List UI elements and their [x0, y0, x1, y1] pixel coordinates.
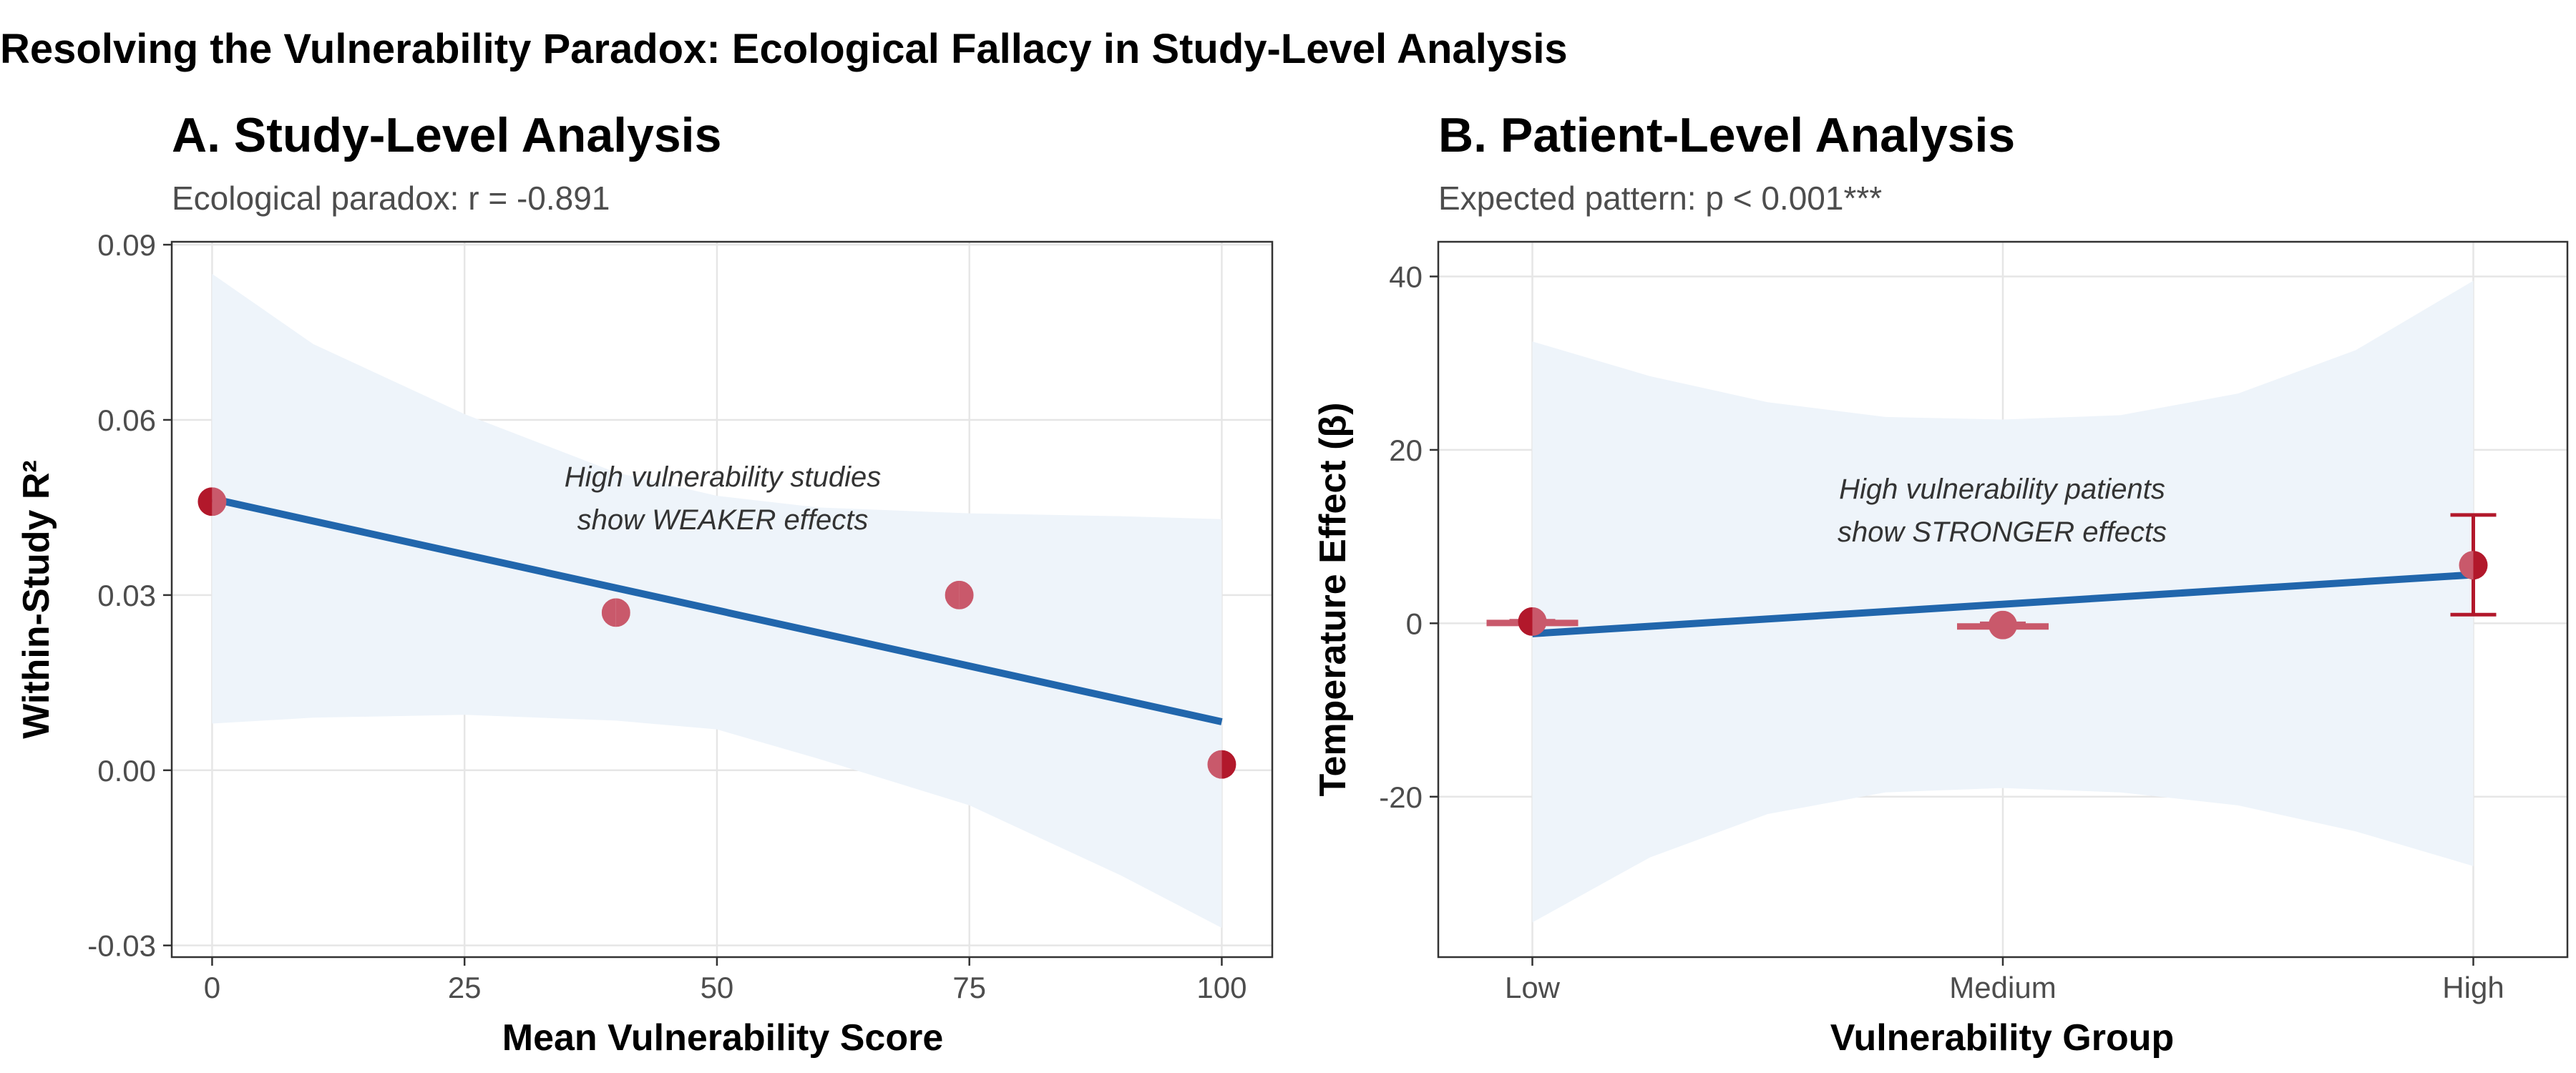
panel-a: A. Study-Level Analysis Ecological parad…: [16, 108, 1274, 1059]
panel-b-subtitle: Expected pattern: p < 0.001***: [1438, 180, 1882, 217]
panel-b: B. Patient-Level Analysis Expected patte…: [1312, 108, 2569, 1059]
x-tick-label: 100: [1196, 971, 1246, 1004]
panel-b-annotation-line-2: show STRONGER effects: [1838, 516, 2167, 548]
panel-a-title: A. Study-Level Analysis: [172, 108, 721, 162]
data-point: [601, 598, 630, 627]
panel-a-confidence-band: [212, 273, 1222, 929]
panel-b-annotation-line-1: High vulnerability patients: [1839, 474, 2165, 505]
panel-a-y-axis-label: Within-Study R²: [16, 460, 57, 738]
data-point: [197, 487, 227, 516]
panel-a-points: [197, 487, 1236, 779]
panel-b-ticks: Low Medium High -20 0 20 40: [1379, 260, 2504, 1004]
panel-a-trend-line: [211, 495, 1223, 725]
panel-a-x-axis-label: Mean Vulnerability Score: [502, 1017, 943, 1059]
x-tick-label: 50: [701, 971, 734, 1004]
y-tick-label: 0: [1406, 607, 1423, 640]
panel-b-x-axis-label: Vulnerability Group: [1830, 1017, 2175, 1059]
panel-b-points: [1486, 513, 2497, 640]
y-tick-label: 0.00: [97, 754, 156, 788]
y-tick-label: -0.03: [87, 929, 156, 963]
data-point: [1518, 607, 1547, 636]
panel-a-plot-frame: [170, 240, 1274, 959]
y-tick-label: 0.09: [97, 228, 156, 262]
data-point: [1207, 750, 1236, 779]
x-tick-label: Medium: [1949, 971, 2056, 1004]
x-tick-label: 0: [204, 971, 220, 1004]
data-point: [1989, 610, 2017, 640]
panel-b-y-axis-label: Temperature Effect (β): [1312, 403, 1354, 797]
panel-a-subtitle: Ecological paradox: r = -0.891: [172, 180, 610, 217]
panel-b-title: B. Patient-Level Analysis: [1438, 108, 2015, 162]
x-tick-label: 25: [448, 971, 482, 1004]
y-tick-label: 20: [1389, 433, 1423, 467]
y-tick-label: -20: [1379, 780, 1423, 814]
figure-title: Resolving the Vulnerability Paradox: Eco…: [0, 26, 1568, 72]
x-tick-label: 75: [952, 971, 986, 1004]
y-tick-label: 40: [1389, 260, 1423, 293]
panel-a-ticks: 0 25 50 75 100 -0.03 0.00 0.03 0.06 0.09: [87, 228, 1246, 1004]
x-tick-label: Low: [1505, 971, 1561, 1004]
y-tick-label: 0.06: [97, 403, 156, 437]
panel-b-trend-line: [1532, 571, 2474, 637]
x-tick-label: High: [2442, 971, 2504, 1004]
panel-a-annotation-line-2: show WEAKER effects: [577, 504, 869, 536]
y-tick-label: 0.03: [97, 579, 156, 612]
data-point: [2459, 551, 2488, 580]
data-point: [945, 580, 974, 609]
panel-a-annotation-line-1: High vulnerability studies: [565, 461, 881, 493]
